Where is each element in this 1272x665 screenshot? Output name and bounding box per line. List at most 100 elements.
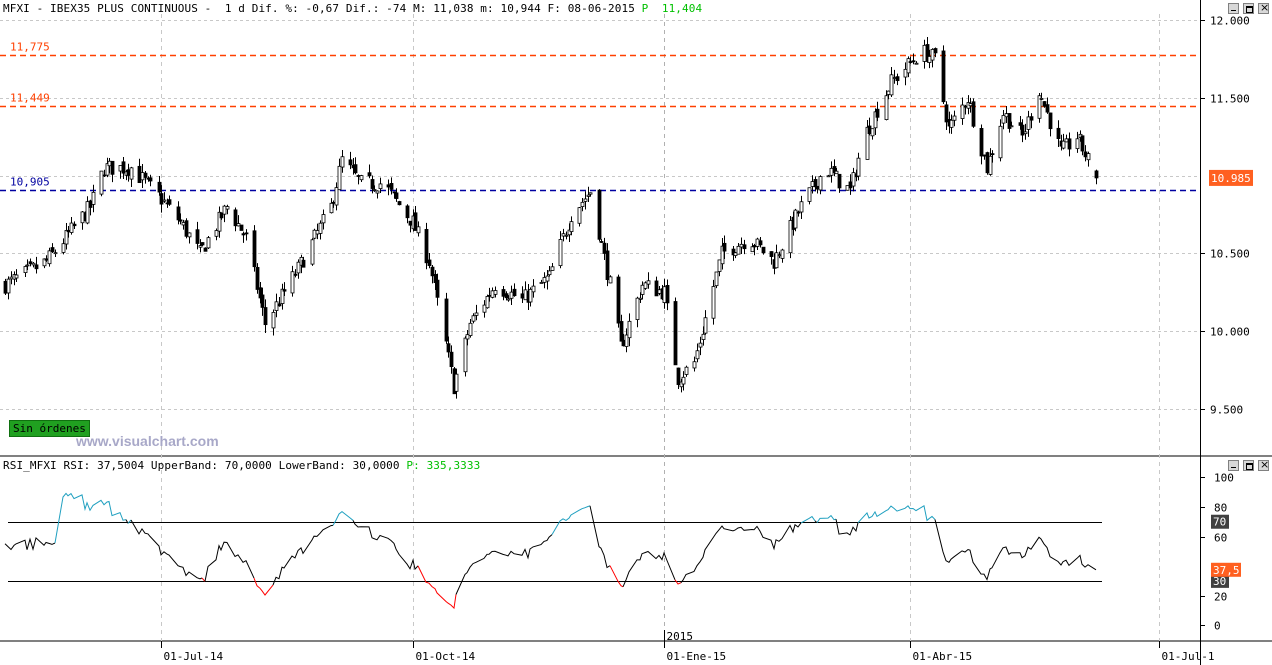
minimize-icon[interactable] (1228, 3, 1239, 14)
candle-body (408, 220, 413, 226)
rsi-line-segment (54, 492, 127, 544)
candle-body (348, 159, 353, 166)
candle-body (386, 184, 391, 188)
candle-body (430, 266, 435, 277)
candle-body (646, 280, 651, 285)
candle-body (1029, 116, 1034, 121)
sin-ordenes-badge[interactable]: Sin órdenes (9, 420, 90, 437)
candle-body (372, 189, 377, 191)
rsi-line-segment (800, 515, 816, 524)
candle-body (187, 232, 192, 238)
candle-body (88, 200, 93, 208)
candle-body (750, 246, 755, 253)
rsi-maximize-icon[interactable] (1243, 460, 1254, 471)
rsi-tick-label: 80 (1214, 502, 1227, 515)
candle-body (640, 284, 645, 295)
candle-body (1037, 95, 1042, 119)
candle-body (501, 289, 506, 297)
candle-body (793, 209, 798, 229)
candle-body (539, 282, 544, 284)
price-tick-label: 11.500 (1210, 93, 1250, 106)
candle-body (110, 160, 115, 175)
candle-body (118, 165, 123, 172)
rsi-close-icon[interactable] (1258, 458, 1269, 471)
candle-body (654, 280, 659, 297)
candle-body (807, 187, 812, 202)
candle-body (583, 198, 588, 202)
candle-body (200, 242, 205, 246)
candle-body (528, 288, 533, 303)
candle-body (914, 62, 919, 65)
candle-body (293, 273, 298, 276)
candle-body (280, 288, 285, 304)
candle-body (845, 185, 850, 191)
candle-body (933, 48, 938, 54)
candle-body (64, 230, 69, 245)
close-icon[interactable] (1258, 1, 1269, 14)
candle-body (274, 301, 279, 311)
candle-body (126, 169, 131, 176)
candle-body (643, 282, 648, 289)
watermark: www.visualchart.com (76, 433, 219, 449)
candle-body (701, 333, 706, 340)
candle-body (963, 105, 968, 108)
maximize-icon[interactable] (1243, 3, 1254, 14)
candle-body (813, 179, 818, 188)
candle-body (1080, 135, 1085, 152)
candle-body (826, 175, 831, 178)
candle-body (990, 153, 995, 156)
candle-body (375, 190, 380, 194)
rsi-lower-tag (1211, 573, 1229, 588)
candle-body (944, 104, 949, 123)
candle-body (949, 119, 954, 128)
candle-body (1039, 98, 1044, 100)
candle-body (979, 128, 984, 157)
candle-body (23, 266, 28, 274)
candle-body (834, 170, 839, 175)
candle-body (531, 285, 536, 293)
candle-body (53, 252, 58, 255)
candle-body (602, 242, 607, 254)
candle-body (219, 212, 224, 219)
candle-body (1042, 101, 1047, 107)
candle-body (1023, 131, 1028, 135)
rsi-line-segment (125, 519, 129, 524)
rsi-line-segment (253, 577, 274, 596)
candle-body (334, 187, 339, 206)
candle-body (665, 284, 670, 304)
candle-body (137, 165, 142, 184)
candle-body (487, 294, 492, 297)
candle-body (140, 172, 145, 181)
rsi-line-segment (934, 519, 1097, 581)
candle-body (282, 289, 287, 292)
candle-body (206, 237, 211, 249)
candle-body (397, 201, 402, 206)
price-tick-label: 10.000 (1210, 326, 1250, 339)
candle-body (6, 278, 11, 294)
rsi-line-segment (4, 536, 56, 552)
rsi-line-segment (589, 505, 611, 569)
candle-body (714, 271, 719, 287)
candle-body (684, 366, 689, 375)
candle-body (731, 248, 736, 256)
rsi-line-segment (127, 519, 132, 524)
candle-body (159, 193, 164, 205)
rsi-tick-label: 20 (1214, 591, 1227, 604)
rsi-line-segment (455, 534, 553, 595)
candle-body (695, 350, 700, 360)
candle-body (1064, 138, 1069, 143)
candle-body (312, 229, 317, 239)
candle-body (490, 290, 495, 298)
candle-body (884, 95, 889, 120)
rsi-minimize-icon[interactable] (1228, 460, 1239, 471)
candle-body (337, 165, 342, 191)
candle-body (143, 172, 148, 178)
candle-body (698, 342, 703, 348)
candle-body (673, 301, 678, 366)
candle-body (703, 317, 708, 334)
candle-body (214, 230, 219, 237)
candle-body (722, 242, 727, 252)
candle-body (359, 175, 364, 181)
candle-body (777, 254, 782, 257)
